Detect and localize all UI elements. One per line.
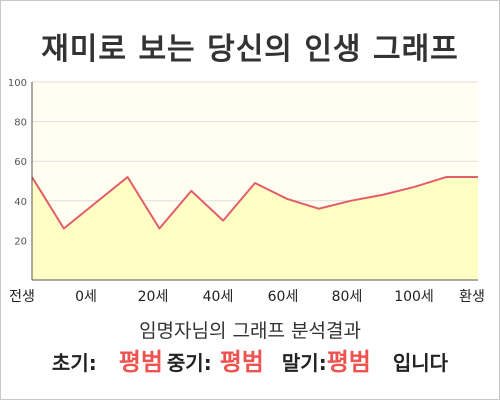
y-tick-label: 40 bbox=[14, 197, 27, 208]
x-tick-label: 전생 bbox=[9, 289, 35, 305]
life-graph-chart: 20 40 60 80 100 전생 0세 20세 40세 60세 80세 100세 환생 bbox=[8, 78, 485, 305]
result-suffix: 입니다 bbox=[392, 351, 449, 375]
mid-label: 중기: bbox=[166, 351, 212, 375]
mid-value: 평범 bbox=[219, 348, 264, 376]
x-tick-label: 100세 bbox=[394, 289, 434, 305]
analysis-results: 초기: 평범 중기: 평범 말기:평범 입니다 bbox=[0, 346, 500, 379]
y-tick-label: 100 bbox=[8, 78, 27, 89]
life-line bbox=[31, 176, 478, 230]
x-axis: 전생 0세 20세 40세 60세 80세 100세 환생 bbox=[9, 289, 485, 305]
x-tick-label: 80세 bbox=[332, 289, 363, 305]
page-title: 재미로 보는 당신의 인생 그래프 bbox=[41, 32, 459, 67]
y-tick-label: 20 bbox=[14, 236, 27, 247]
x-tick-label: 환생 bbox=[459, 289, 485, 305]
x-tick-label: 20세 bbox=[138, 289, 169, 305]
x-tick-label: 0세 bbox=[75, 289, 97, 305]
early-label: 초기: bbox=[51, 351, 97, 375]
x-tick-label: 40세 bbox=[203, 289, 234, 305]
y-axis: 20 40 60 80 100 bbox=[8, 78, 27, 247]
analysis-summary: 임명자님의 그래프 분석결과 bbox=[139, 320, 361, 342]
y-tick-label: 60 bbox=[14, 157, 27, 168]
life-area bbox=[32, 177, 478, 280]
late-label: 말기: bbox=[281, 351, 327, 375]
early-value: 평범 bbox=[118, 348, 163, 376]
y-tick-label: 80 bbox=[14, 118, 27, 129]
late-value: 평범 bbox=[326, 348, 371, 376]
x-tick-label: 60세 bbox=[268, 289, 299, 305]
